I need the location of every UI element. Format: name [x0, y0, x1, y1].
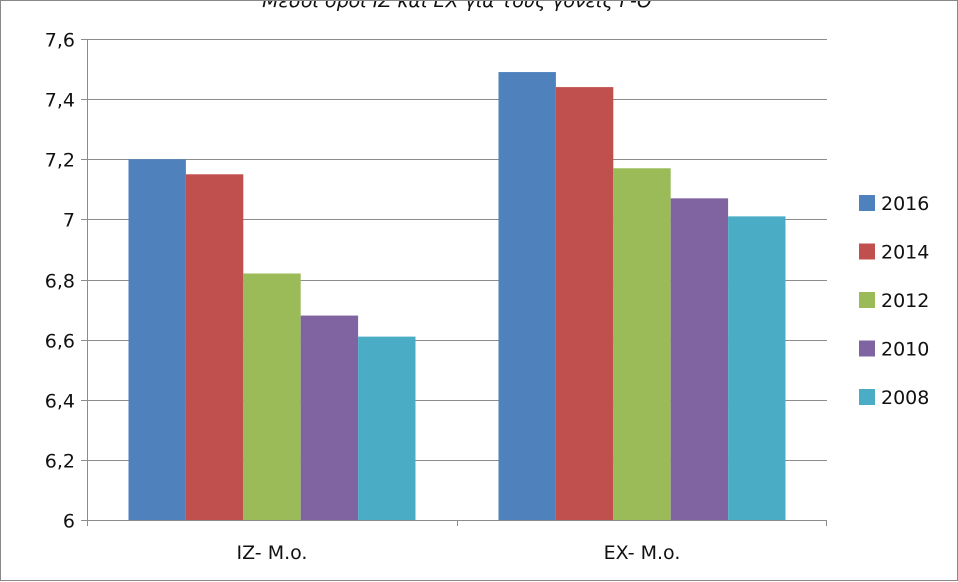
- y-tick-label: 6,8: [45, 271, 75, 293]
- legend: 2016 2014 2012 2010 2008: [859, 193, 929, 409]
- legend-label-2010: 2010: [881, 339, 929, 361]
- bar-2008-1: [358, 336, 416, 520]
- legend-swatch-2008: [859, 389, 875, 405]
- y-tick-label: 6,6: [45, 331, 75, 353]
- bar-2014-2: [555, 87, 614, 520]
- y-tick-label: 6: [63, 511, 75, 533]
- legend-label-2014: 2014: [881, 242, 929, 264]
- y-tick-label: 6,2: [45, 451, 75, 473]
- chart-title: Μέσοι όροι ΙΖ και ΕΧ για τους γονείς Γ-Θ: [262, 1, 652, 12]
- legend-label-2008: 2008: [881, 387, 929, 409]
- bar-2012-2: [613, 168, 671, 521]
- bar-2010-2: [670, 198, 729, 521]
- legend-swatch-2010: [859, 340, 875, 357]
- y-tick-label: 7,2: [45, 150, 75, 172]
- bar-2010-1: [300, 315, 359, 520]
- bar-2008-2: [728, 216, 786, 520]
- bars: [128, 72, 786, 521]
- legend-swatch-2014: [859, 243, 875, 260]
- y-tick-label: 7,6: [45, 30, 75, 52]
- axes: 6 6,2 6,4 6,6 6,8 7 7,2 7,4 7,6 IZ- M.o. EX- M.o.: [45, 30, 827, 564]
- legend-label-2012: 2012: [881, 290, 929, 312]
- legend-swatch-2012: [859, 292, 875, 308]
- y-tick-label: 7,4: [45, 90, 75, 112]
- bar-2014-1: [185, 174, 244, 520]
- bar-2012-1: [243, 273, 301, 520]
- legend-label-2016: 2016: [881, 193, 929, 215]
- x-category-label: EX- M.o.: [604, 542, 681, 564]
- bar-2016-2: [498, 72, 556, 520]
- y-tick-label: 6,4: [45, 391, 75, 413]
- bar-2016-1: [128, 159, 186, 520]
- legend-swatch-2016: [859, 195, 875, 211]
- y-tick-label: 7: [63, 210, 75, 232]
- x-category-label: IZ- M.o.: [237, 542, 308, 564]
